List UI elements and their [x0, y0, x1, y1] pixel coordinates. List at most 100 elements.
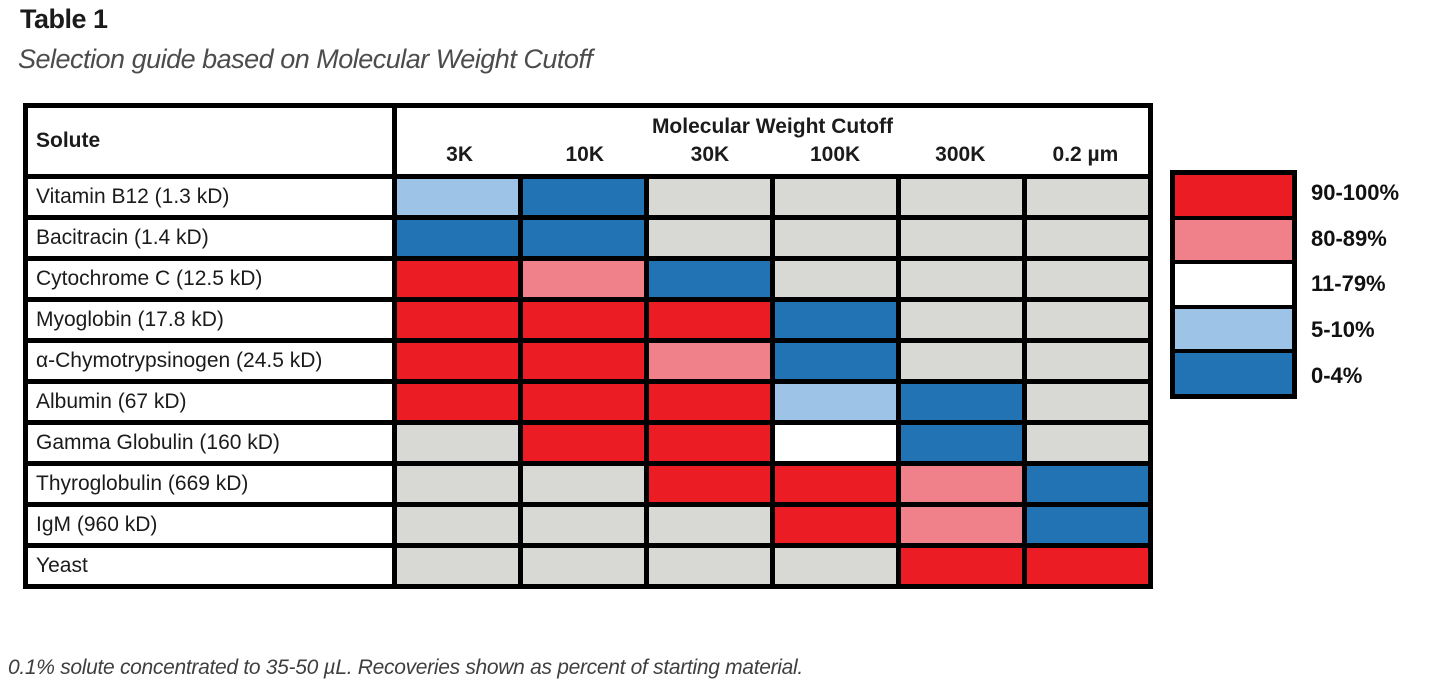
solute-name: Yeast [23, 543, 397, 589]
recovery-cell [1022, 297, 1153, 343]
mwco-group-header: Molecular Weight Cutoff 3K 10K 30K 100K 300K… [392, 103, 1153, 179]
recovery-cell [896, 379, 1027, 425]
table-row: Gamma Globulin (160 kD) [23, 420, 1153, 466]
table-row: Cytochrome C (12.5 kD) [23, 256, 1153, 302]
solute-name: Gamma Globulin (160 kD) [23, 420, 397, 466]
legend-swatch [1175, 175, 1292, 220]
recovery-cell [518, 420, 649, 466]
recovery-cell [644, 256, 775, 302]
recovery-cell [1022, 174, 1153, 220]
recovery-cell [896, 502, 1027, 548]
solute-name: Cytochrome C (12.5 kD) [23, 256, 397, 302]
recovery-cell [896, 543, 1027, 589]
table-row: Albumin (67 kD) [23, 379, 1153, 425]
table-body: Vitamin B12 (1.3 kD) Bacitracin (1.4 kD) C… [23, 174, 1153, 589]
recovery-cell [644, 297, 775, 343]
legend-label: 5-10% [1311, 317, 1375, 343]
recovery-cell [644, 543, 775, 589]
recovery-cell [518, 461, 649, 507]
recovery-cell [518, 297, 649, 343]
legend-label: 90-100% [1311, 179, 1400, 205]
recovery-cell [392, 338, 523, 384]
table-row: α-Chymotrypsinogen (24.5 kD) [23, 338, 1153, 384]
legend-swatch [1175, 219, 1292, 264]
recovery-cell [770, 502, 901, 548]
recovery-cell [518, 502, 649, 548]
recovery-cell [1022, 215, 1153, 261]
legend-label: 80-89% [1311, 225, 1387, 251]
table-header-row: Solute Molecular Weight Cutoff 3K 10K 30K 1… [23, 103, 1153, 179]
recovery-cell [896, 174, 1027, 220]
recovery-cell [1022, 461, 1153, 507]
recovery-cell [644, 338, 775, 384]
recovery-cell [518, 215, 649, 261]
recovery-cell [770, 297, 901, 343]
solute-name: α-Chymotrypsinogen (24.5 kD) [23, 338, 397, 384]
recovery-cell [896, 215, 1027, 261]
recovery-cell [518, 379, 649, 425]
recovery-cell [896, 297, 1027, 343]
solute-name: Albumin (67 kD) [23, 379, 397, 425]
solute-name: Bacitracin (1.4 kD) [23, 215, 397, 261]
recovery-cell [392, 215, 523, 261]
page-subtitle: Selection guide based on Molecular Weigh… [18, 44, 593, 74]
mwco-selection-table: Solute Molecular Weight Cutoff 3K 10K 30K 1… [23, 103, 1153, 589]
legend-swatch [1175, 353, 1292, 394]
table-row: Myoglobin (17.8 kD) [23, 297, 1153, 343]
recovery-cell [770, 420, 901, 466]
legend-label: 0-4% [1311, 363, 1363, 389]
table-row: Thyroglobulin (669 kD) [23, 461, 1153, 507]
recovery-cell [644, 420, 775, 466]
recovery-legend: 90-100% 80-89% 11-79% 5-10% 0-4% [1170, 170, 1434, 402]
recovery-cell [770, 543, 901, 589]
column-header: 3K [446, 143, 474, 166]
legend-swatch [1175, 308, 1292, 353]
recovery-cell [392, 502, 523, 548]
legend-swatches [1170, 170, 1297, 399]
column-header: 0.2 µm [1052, 143, 1119, 166]
recovery-cell [392, 461, 523, 507]
solute-name: Myoglobin (17.8 kD) [23, 297, 397, 343]
table-row: Vitamin B12 (1.3 kD) [23, 174, 1153, 220]
recovery-cell [1022, 502, 1153, 548]
mwco-group-title: Molecular Weight Cutoff [651, 115, 894, 138]
recovery-cell [518, 543, 649, 589]
recovery-cell [1022, 256, 1153, 302]
recovery-cell [644, 174, 775, 220]
recovery-cell [1022, 379, 1153, 425]
legend-labels: 90-100% 80-89% 11-79% 5-10% 0-4% [1311, 170, 1399, 399]
table-row: IgM (960 kD) [23, 502, 1153, 548]
column-header: 10K [565, 143, 605, 166]
solute-name: IgM (960 kD) [23, 502, 397, 548]
recovery-cell [644, 461, 775, 507]
recovery-cell [770, 379, 901, 425]
recovery-cell [1022, 338, 1153, 384]
recovery-cell [518, 256, 649, 302]
table-row: Bacitracin (1.4 kD) [23, 215, 1153, 261]
solute-name: Thyroglobulin (669 kD) [23, 461, 397, 507]
column-header: 30K [690, 143, 730, 166]
recovery-cell [392, 420, 523, 466]
recovery-cell [518, 338, 649, 384]
recovery-cell [770, 215, 901, 261]
legend-label: 11-79% [1311, 271, 1386, 297]
recovery-cell [770, 338, 901, 384]
recovery-cell [770, 256, 901, 302]
recovery-cell [518, 174, 649, 220]
mwco-column-headers: 3K 10K 30K 100K 300K 0.2 µm [397, 139, 1148, 174]
recovery-cell [896, 420, 1027, 466]
recovery-cell [896, 256, 1027, 302]
solute-name: Vitamin B12 (1.3 kD) [23, 174, 397, 220]
legend-swatch [1175, 264, 1292, 309]
recovery-cell [1022, 543, 1153, 589]
table-row: Yeast [23, 543, 1153, 589]
table-footnote: 0.1% solute concentrated to 35-50 µL. Re… [8, 656, 803, 679]
recovery-cell [644, 215, 775, 261]
column-header: 300K [935, 143, 986, 166]
recovery-cell [644, 379, 775, 425]
recovery-cell [392, 543, 523, 589]
column-header: 100K [810, 143, 861, 166]
recovery-cell [896, 461, 1027, 507]
recovery-cell [392, 379, 523, 425]
recovery-cell [1022, 420, 1153, 466]
